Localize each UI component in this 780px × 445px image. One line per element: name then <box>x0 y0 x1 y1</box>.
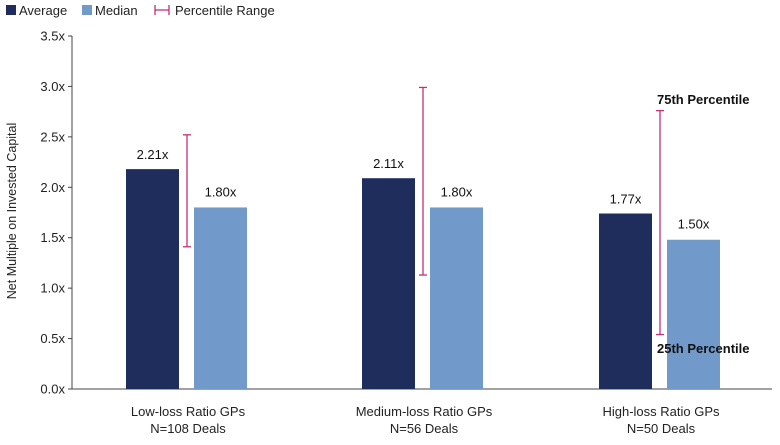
x-labels: Low-loss Ratio GPs N=108 Deals Medium-loss… <box>131 404 720 436</box>
bar-median <box>430 207 483 389</box>
bar-median <box>194 207 247 389</box>
data-label-median: 1.50x <box>678 217 710 232</box>
bar-average <box>599 213 652 389</box>
annotation-25th-percentile: 25th Percentile <box>657 341 750 356</box>
x-label-category: Low-loss Ratio GPs <box>131 404 246 419</box>
legend-swatch-median <box>82 5 92 15</box>
y-tick-label: 3.0x <box>40 79 65 94</box>
annotation-75th-percentile: 75th Percentile <box>657 92 750 107</box>
x-label-category: Medium-loss Ratio GPs <box>356 404 493 419</box>
bar-average <box>126 169 179 389</box>
legend: Average Median Percentile Range <box>6 3 275 18</box>
bar-average <box>362 178 415 389</box>
y-tick-label: 2.5x <box>40 129 65 144</box>
percentile-ranges <box>183 86 664 336</box>
legend-range-marker <box>154 5 170 15</box>
x-label-count: N=50 Deals <box>627 421 696 436</box>
y-tick-label: 0.0x <box>40 382 65 397</box>
data-label-median: 1.80x <box>441 184 473 199</box>
legend-label-average: Average <box>19 3 67 18</box>
x-label-count: N=56 Deals <box>390 421 459 436</box>
legend-label-range: Percentile Range <box>175 3 275 18</box>
y-tick-label: 1.5x <box>40 230 65 245</box>
y-tick-label: 3.5x <box>40 29 65 44</box>
percentile-range-bar <box>183 134 191 248</box>
y-tick-label: 0.5x <box>40 331 65 346</box>
legend-label-median: Median <box>95 3 138 18</box>
bar-median <box>667 239 720 389</box>
bars <box>126 169 720 389</box>
y-tick-label: 1.0x <box>40 281 65 296</box>
data-label-median: 1.80x <box>205 184 237 199</box>
x-label-category: High-loss Ratio GPs <box>602 404 720 419</box>
percentile-range-bar <box>656 109 664 336</box>
y-axis-title: Net Multiple on Invested Capital <box>5 123 19 299</box>
y-ticks: 0.0x 0.5x 1.0x 1.5x 2.0x 2.5x 3.0x 3.5x <box>40 29 72 397</box>
data-label-average: 1.77x <box>610 192 642 207</box>
value-labels: 2.21x 1.80x 2.11x 1.80x 1.77x 1.50x <box>137 147 710 232</box>
data-label-average: 2.21x <box>137 147 169 162</box>
data-label-average: 2.11x <box>373 156 404 171</box>
x-label-count: N=108 Deals <box>150 421 226 436</box>
y-tick-label: 2.0x <box>40 180 65 195</box>
percentile-range-bar <box>419 86 427 276</box>
legend-swatch-average <box>6 5 16 15</box>
